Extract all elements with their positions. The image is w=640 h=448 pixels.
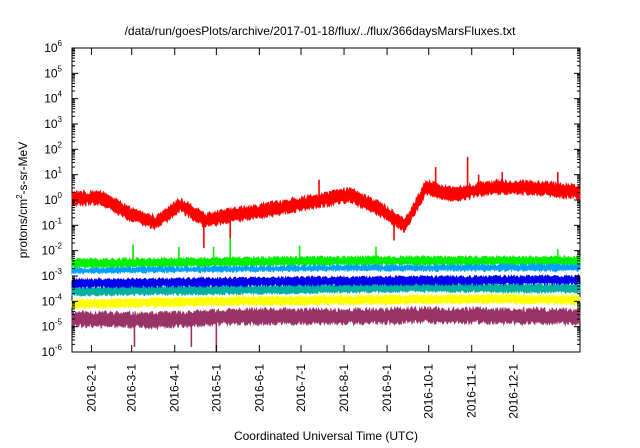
y-tick-exponent: -4 [55,292,63,301]
y-axis-label-pre: protons/cm [16,199,30,258]
y-tick-base: 10 [44,41,58,55]
y-tick-label: 10-6 [42,343,63,359]
x-tick-label: 2016-7-1 [294,364,308,412]
y-tick-exponent: 1 [58,166,63,175]
x-tick-label: 2016-5-1 [209,364,223,412]
y-tick-label: 101 [44,166,62,182]
series-maroon [71,305,581,331]
y-tick-label: 10-5 [42,318,63,334]
y-tick-exponent: 6 [58,39,63,48]
x-tick-label: 2016-9-1 [380,364,394,412]
y-tick-exponent: -2 [55,242,63,251]
y-tick-base: 10 [42,320,56,334]
y-tick-exponent: -1 [55,216,63,225]
y-tick-label: 104 [44,90,62,106]
y-tick-base: 10 [44,168,58,182]
y-tick-label: 10-2 [42,242,63,258]
y-axis-label-post: -s-sr-MeV [16,142,30,195]
x-tick-label: 2016-2-1 [84,364,98,412]
y-tick-exponent: 4 [58,90,63,99]
series-yellow [71,292,581,310]
y-tick-base: 10 [44,193,58,207]
x-tick-label: 2016-11-1 [465,364,479,418]
x-tick-label: 2016-8-1 [337,364,351,412]
x-tick-label: 2016-4-1 [168,364,182,412]
y-tick-label: 103 [44,115,62,131]
y-tick-label: 106 [44,39,62,55]
x-tick-label: 2016-6-1 [252,364,266,412]
y-tick-label: 102 [44,140,62,156]
y-tick-label: 10-3 [42,267,63,283]
y-tick-exponent: -3 [55,267,63,276]
y-tick-base: 10 [42,269,56,283]
y-tick-exponent: 3 [58,115,63,124]
series-teal [71,281,581,298]
y-axis: 10610510410310210110010-110-210-310-410-… [42,39,580,359]
y-axis-label: protons/cm2-s-sr-MeV [15,142,30,258]
x-tick-label: 2016-3-1 [125,364,139,412]
y-tick-base: 10 [44,66,58,80]
y-tick-base: 10 [42,218,56,232]
y-tick-exponent: 2 [58,140,63,149]
chart-title: /data/run/goesPlots/archive/2017-01-18/f… [125,24,517,38]
y-tick-base: 10 [42,244,56,258]
y-tick-label: 10-1 [42,216,63,232]
y-tick-label: 10-4 [42,292,63,308]
y-tick-base: 10 [44,142,58,156]
y-tick-base: 10 [44,117,58,131]
series-layer [71,156,581,352]
y-tick-label: 105 [44,64,62,80]
y-tick-exponent: -5 [55,318,63,327]
x-axis-label: Coordinated Universal Time (UTC) [234,429,418,443]
y-axis-label-sup: 2 [15,194,24,199]
x-tick-label: 2016-12-1 [506,364,520,419]
y-tick-base: 10 [42,345,56,359]
y-tick-exponent: 0 [58,191,63,200]
y-tick-exponent: -6 [55,343,63,352]
x-axis: 2016-2-1 2016-3-1 2016-4-1 2016-5-1 2016-6-1… [84,48,520,419]
x-tick-label: 2016-10-1 [422,364,436,419]
series-red [71,178,581,233]
y-tick-exponent: 5 [58,64,63,73]
series-green [71,254,581,270]
y-tick-base: 10 [42,294,56,308]
y-tick-label: 100 [44,191,62,207]
y-tick-base: 10 [44,92,58,106]
